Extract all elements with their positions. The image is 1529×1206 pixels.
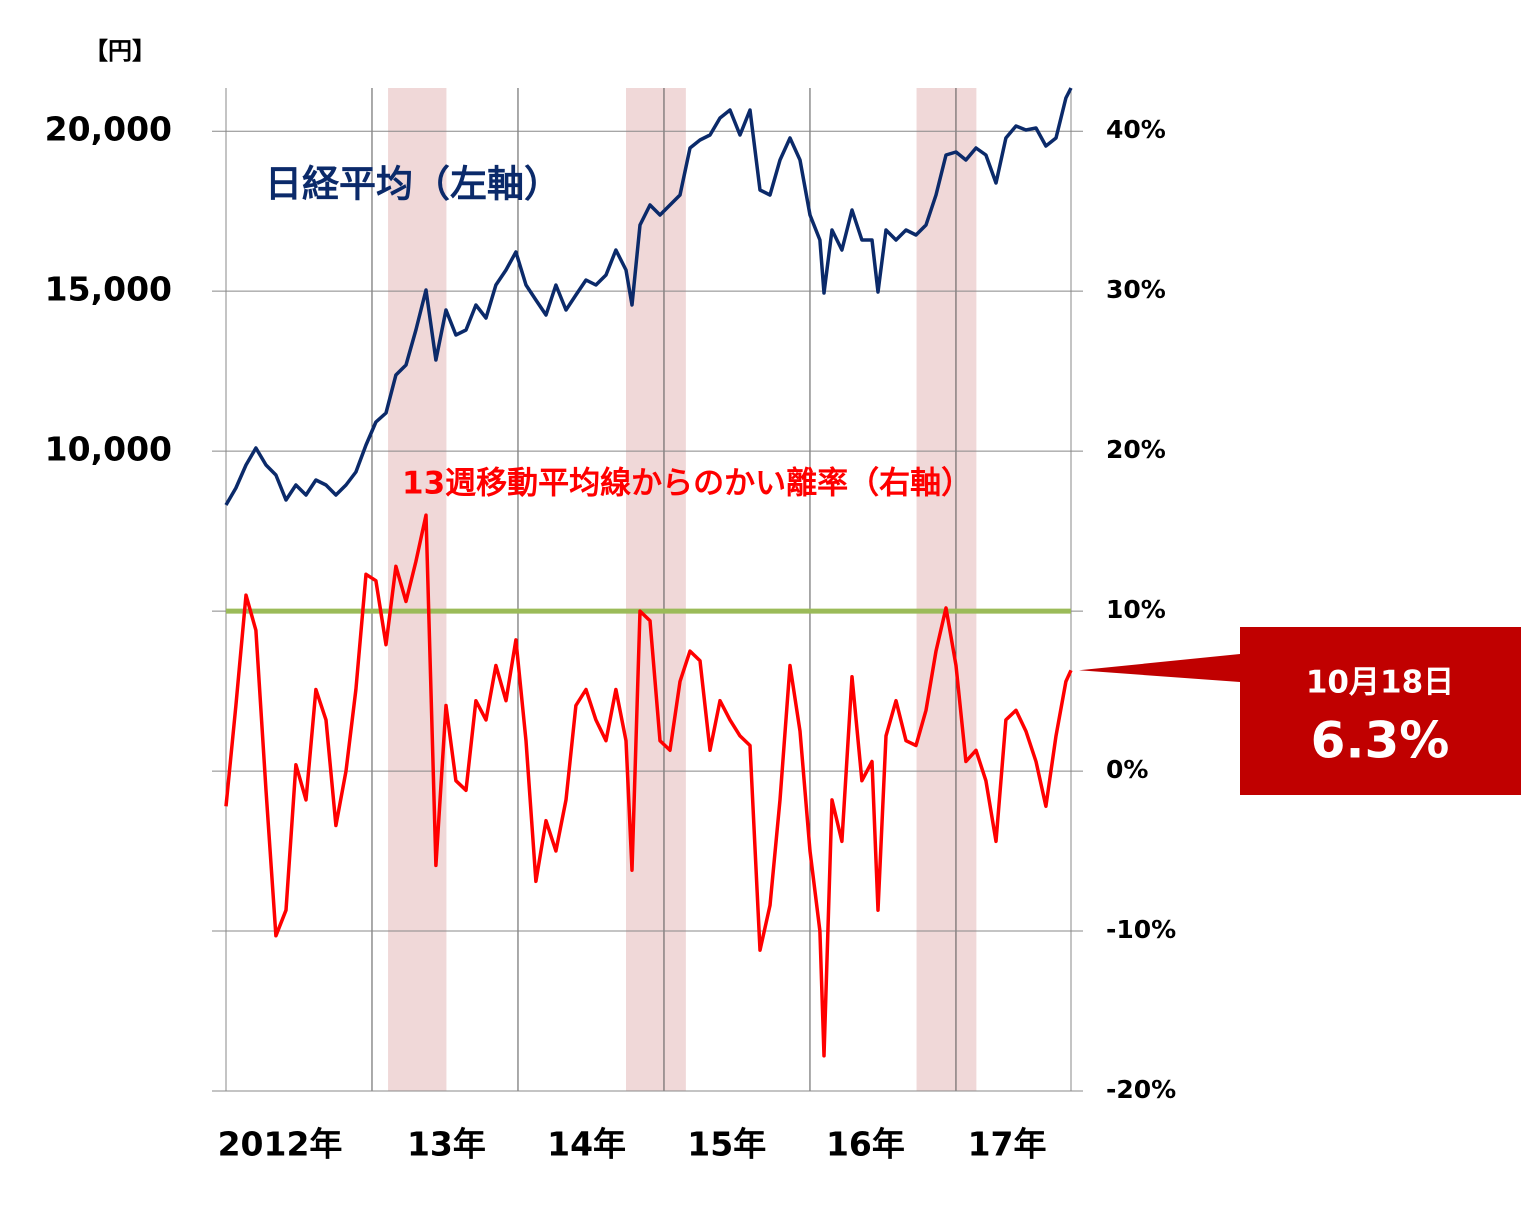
y2-tick-label: -20% xyxy=(1106,1075,1176,1104)
unit-label: 【円】 xyxy=(84,37,156,65)
y2-tick-label: 20% xyxy=(1106,435,1166,464)
y2-tick-label: -10% xyxy=(1106,915,1176,944)
y-tick-label: 20,000 xyxy=(45,110,172,149)
x-tick-label: 2012年 xyxy=(218,1125,343,1164)
callout-value: 6.3% xyxy=(1311,712,1450,770)
x-tick-label: 15年 xyxy=(687,1125,766,1164)
series-label: 13週移動平均線からのかい離率（右軸） xyxy=(402,466,972,502)
y2-tick-label: 0% xyxy=(1106,755,1148,784)
series-line xyxy=(224,513,1073,1058)
x-tick-label: 17年 xyxy=(968,1125,1047,1164)
callout-label: 10月18日 xyxy=(1306,665,1454,701)
y-tick-label: 10,000 xyxy=(45,430,172,469)
highlight-band xyxy=(388,88,447,1091)
y2-tick-label: 30% xyxy=(1106,275,1166,304)
callout-box xyxy=(1079,627,1521,795)
y2-tick-label: 40% xyxy=(1106,115,1166,144)
x-tick-label: 14年 xyxy=(547,1125,626,1164)
x-tick-label: 16年 xyxy=(826,1125,905,1164)
y-tick-label: 15,000 xyxy=(45,270,172,309)
y2-tick-label: 10% xyxy=(1106,595,1166,624)
series-label: 日経平均（左軸） xyxy=(265,163,561,206)
series-line xyxy=(224,87,1073,506)
x-tick-label: 13年 xyxy=(407,1125,486,1164)
highlight-band xyxy=(916,88,977,1091)
highlight-band xyxy=(626,88,686,1091)
